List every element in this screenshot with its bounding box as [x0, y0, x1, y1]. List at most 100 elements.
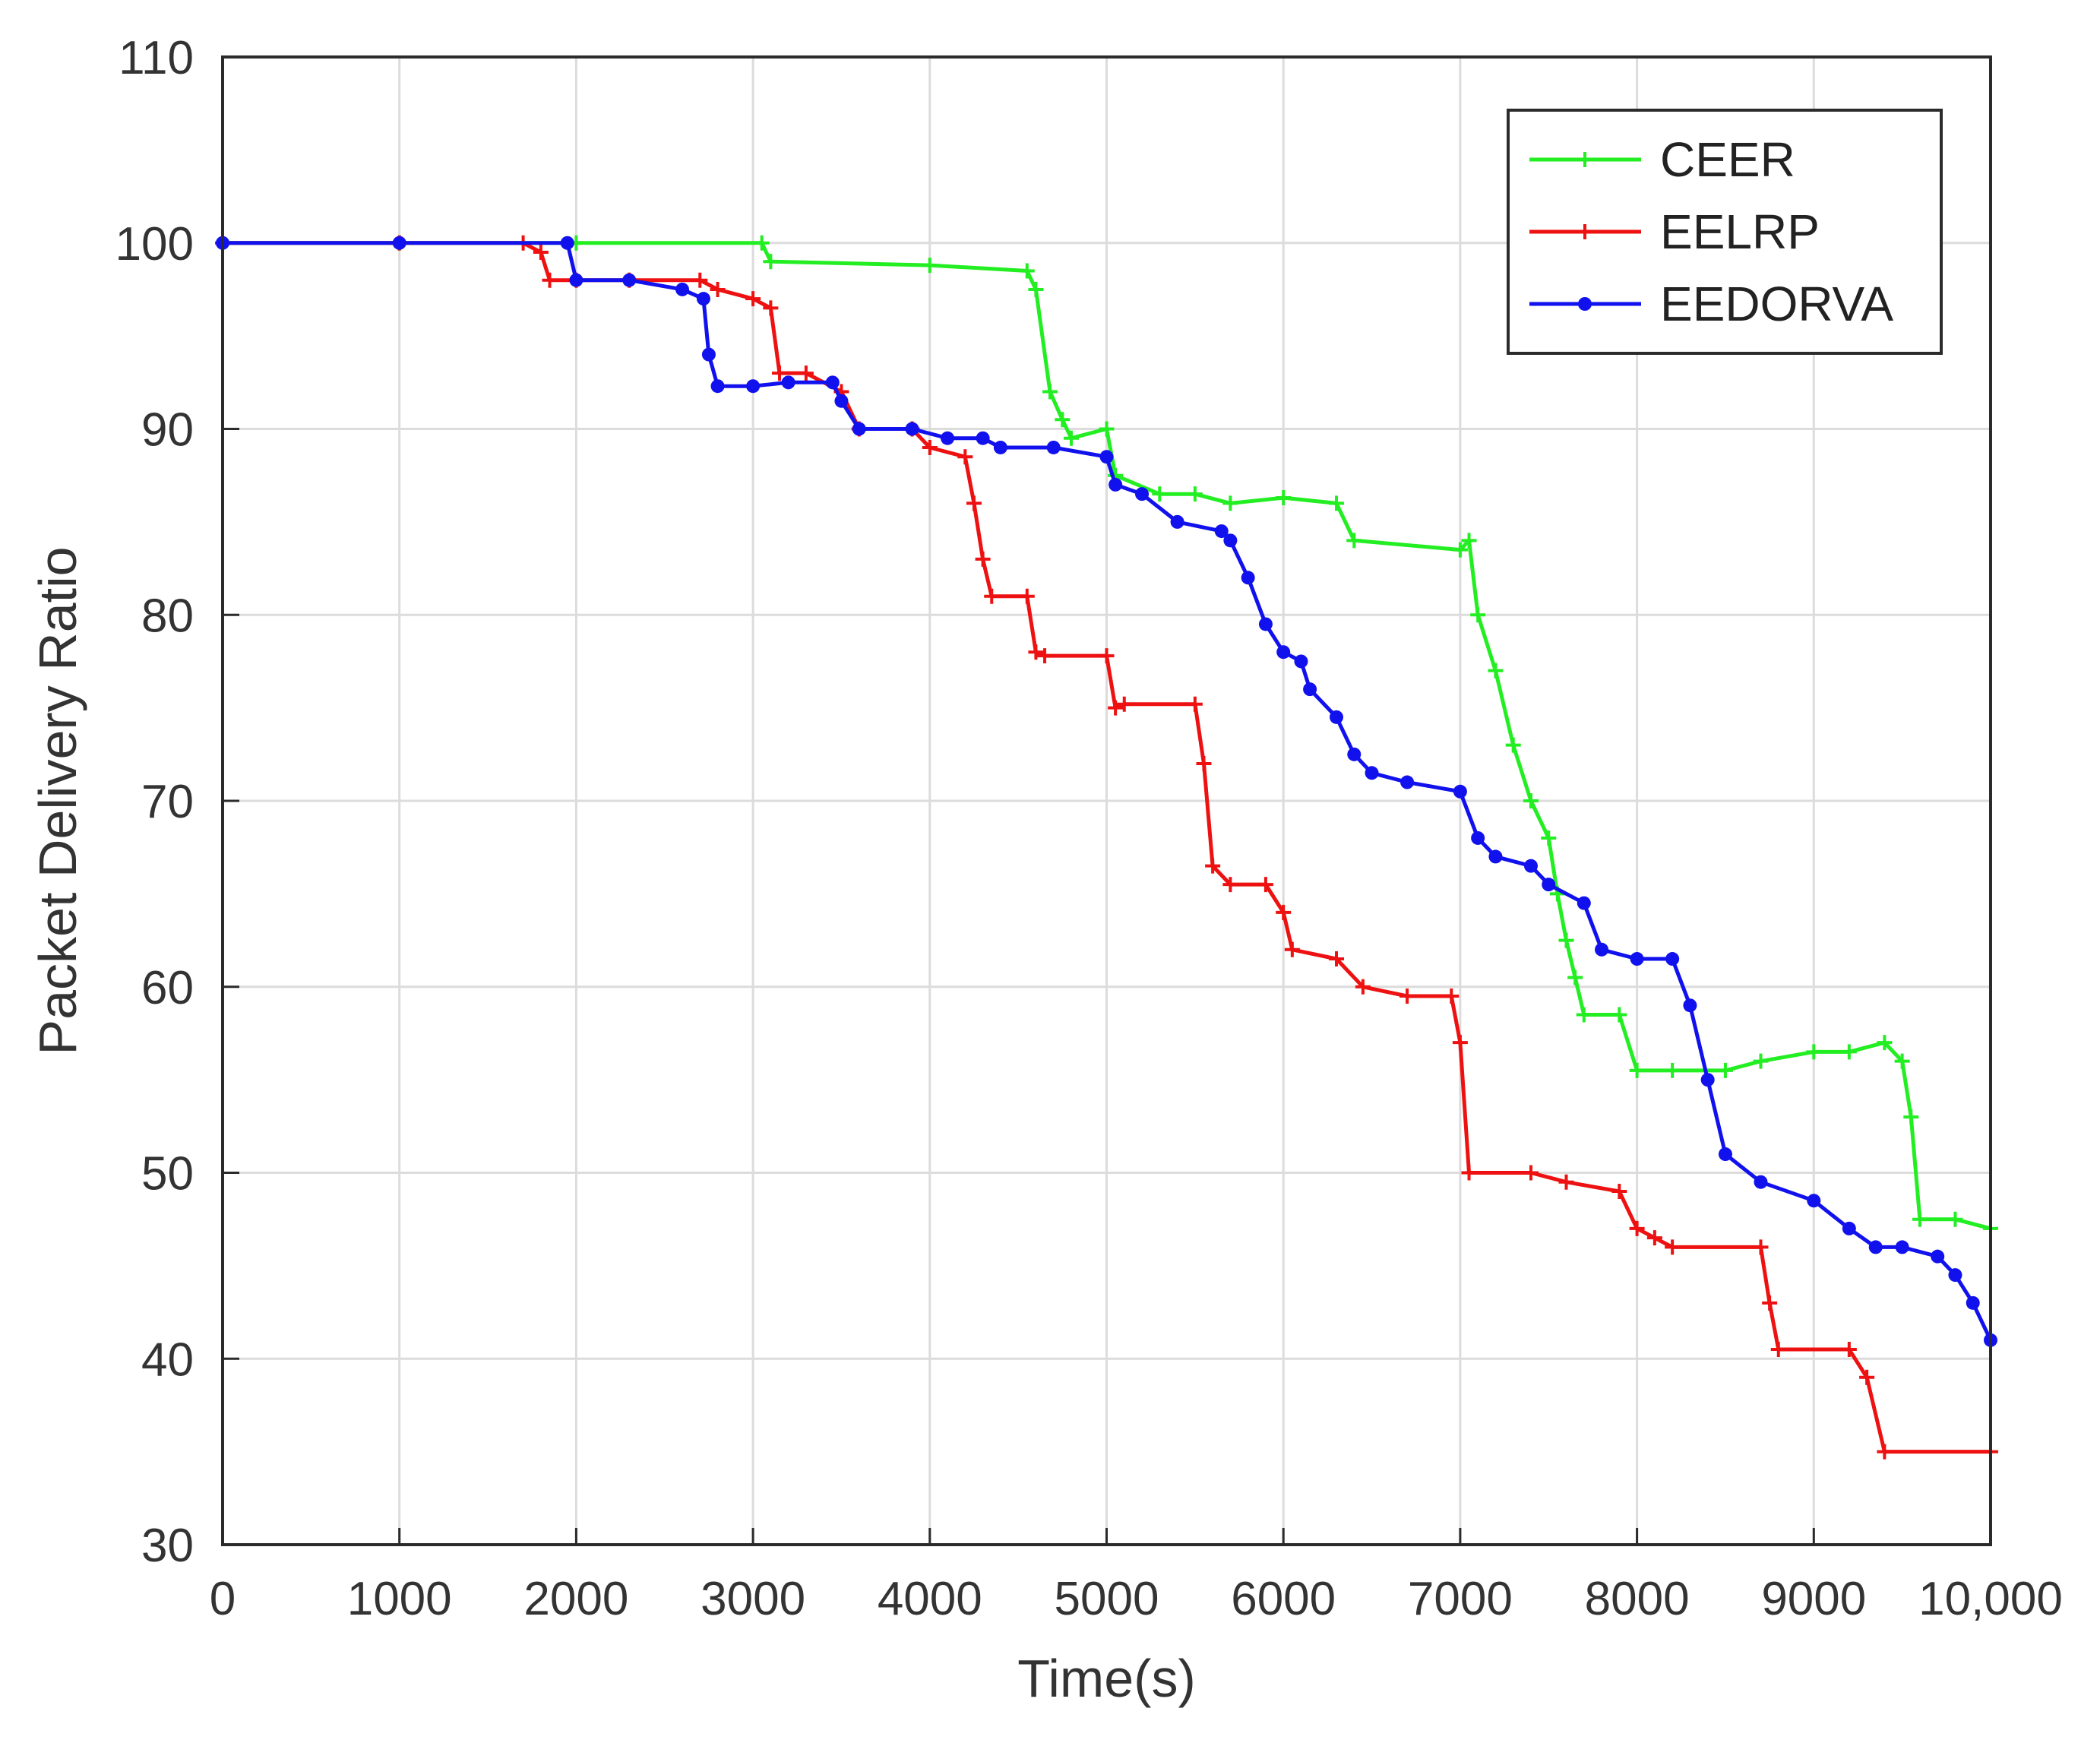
data-point	[1187, 486, 1203, 502]
data-point	[622, 273, 637, 287]
data-point	[1488, 663, 1504, 679]
data-point	[1753, 1053, 1769, 1069]
series-eedorva	[216, 236, 1997, 1347]
data-point	[993, 440, 1007, 454]
y-tick-label: 70	[141, 776, 194, 828]
y-tick-label: 60	[141, 962, 194, 1014]
y-axis-label: Packet Delivery Ratio	[28, 546, 87, 1055]
plot-frame	[221, 55, 1992, 1546]
data-point	[1595, 942, 1609, 957]
data-point	[1116, 696, 1132, 712]
y-tick-label: 40	[141, 1333, 194, 1386]
data-point	[1019, 263, 1035, 279]
data-point	[1966, 1295, 1980, 1310]
x-tick-label: 0	[210, 1573, 236, 1625]
x-tick-label: 6000	[1231, 1573, 1336, 1625]
legend-marker	[1578, 297, 1592, 311]
data-point	[1877, 1444, 1893, 1460]
data-point	[1222, 495, 1238, 511]
x-tick-label: 3000	[701, 1573, 805, 1625]
data-point	[976, 431, 990, 445]
x-tick-label: 5000	[1055, 1573, 1159, 1625]
data-point	[763, 254, 779, 270]
legend-marker	[1577, 152, 1592, 167]
data-point	[798, 365, 814, 381]
legend-entry-ceer: CEER	[1529, 132, 1795, 187]
data-point	[1135, 487, 1150, 501]
y-tick-label: 90	[141, 404, 194, 457]
legend-marker	[1577, 224, 1592, 239]
data-point	[1912, 1211, 1928, 1227]
series-group	[215, 235, 1998, 1460]
data-point	[1807, 1194, 1821, 1208]
data-point	[1754, 1175, 1768, 1189]
data-point	[1099, 648, 1115, 664]
data-point	[1577, 896, 1591, 910]
data-point	[1471, 830, 1485, 845]
grid	[221, 55, 1992, 1546]
data-point	[1453, 784, 1467, 799]
data-point	[1541, 830, 1557, 846]
data-point	[1542, 878, 1556, 892]
data-point	[1222, 877, 1238, 893]
data-point	[1683, 998, 1697, 1013]
legend-entry-eedorva: EEDORVA	[1529, 277, 1893, 331]
x-tick-label: 7000	[1408, 1573, 1513, 1625]
data-point	[1488, 849, 1503, 864]
data-point	[1895, 1240, 1909, 1254]
data-point	[569, 273, 584, 287]
data-point	[1841, 1342, 1857, 1358]
y-tick-label: 100	[115, 218, 194, 270]
data-point	[1109, 477, 1123, 492]
data-point	[1046, 440, 1061, 454]
data-point	[1257, 877, 1273, 893]
data-point	[1700, 1073, 1715, 1087]
legend: CEER EELRP EEDORVA	[1507, 109, 1943, 355]
legend-label-eedorva: EEDORVA	[1660, 277, 1893, 331]
data-point	[1170, 514, 1184, 529]
data-point	[772, 365, 788, 381]
data-point	[1399, 988, 1415, 1004]
data-point	[1567, 970, 1583, 985]
data-point	[1063, 430, 1079, 446]
data-point	[692, 272, 708, 288]
data-point	[1452, 1035, 1468, 1051]
data-point	[1276, 490, 1292, 506]
data-point	[1276, 904, 1292, 920]
data-point	[834, 394, 849, 408]
data-point	[1717, 1062, 1733, 1078]
data-point	[1108, 700, 1124, 716]
data-point	[1646, 1230, 1662, 1246]
data-point	[1099, 450, 1114, 464]
data-point	[825, 375, 840, 390]
data-point	[1294, 654, 1308, 669]
data-point	[1284, 941, 1300, 957]
data-point	[1523, 793, 1539, 808]
data-point	[1611, 1007, 1627, 1023]
data-point	[696, 292, 710, 306]
series-ceer	[215, 235, 1998, 1236]
x-tick-label: 2000	[523, 1573, 628, 1625]
data-point	[1205, 858, 1221, 874]
y-tick-label: 110	[119, 32, 194, 84]
data-point	[710, 379, 725, 394]
data-point	[1444, 988, 1460, 1004]
data-point	[1329, 951, 1345, 967]
x-tick-label: 10,000	[1918, 1573, 2063, 1625]
data-point	[1196, 756, 1212, 772]
data-point	[1762, 1295, 1778, 1311]
data-point	[1303, 682, 1317, 697]
data-point	[1055, 412, 1071, 428]
data-point	[754, 235, 770, 251]
data-point	[1330, 710, 1344, 724]
data-point	[763, 300, 779, 316]
data-point	[1355, 979, 1371, 995]
data-point	[1903, 1109, 1919, 1125]
data-point	[975, 551, 991, 567]
data-point	[1214, 524, 1229, 539]
data-point	[1629, 1220, 1645, 1236]
data-point	[746, 379, 761, 394]
data-point	[1868, 1240, 1883, 1254]
data-point	[957, 449, 973, 465]
y-tick-labels: 30 40 50 60 70 80 90 100 110	[115, 32, 194, 1572]
